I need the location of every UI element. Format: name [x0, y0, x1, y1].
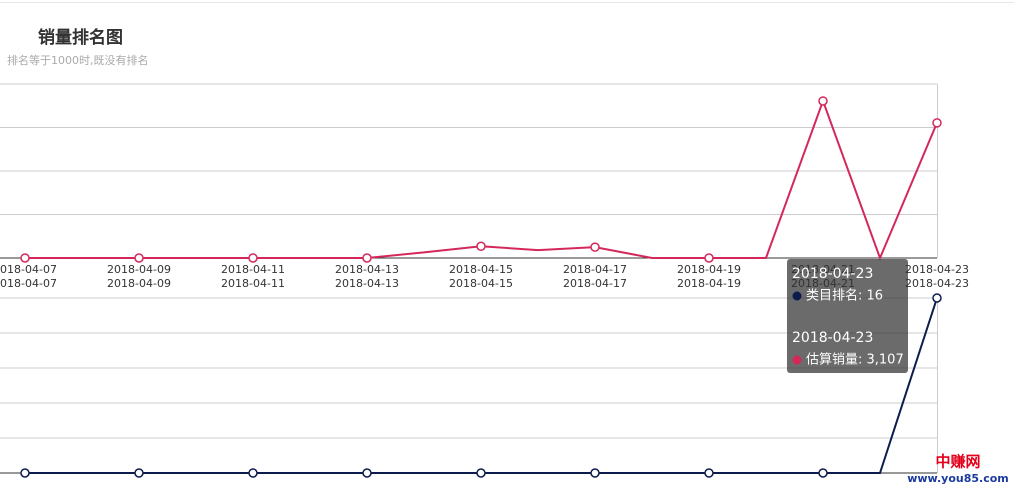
tooltip-label: 类目排名: 16 — [806, 288, 883, 304]
x-tick-label: 2018-04-07 — [0, 277, 57, 290]
point — [248, 253, 258, 263]
x-tick-label: 2018-04-13 — [335, 263, 399, 276]
x-tick-label: 2018-04-09 — [107, 263, 171, 276]
point — [704, 468, 714, 478]
x-tick-label: 2018-04-11 — [221, 263, 285, 276]
x-tick-label: 2018-04-13 — [335, 277, 399, 290]
point — [590, 242, 600, 252]
tooltip-title: 2018-04-23 — [792, 330, 873, 346]
tooltip: 2018-04-23 类目排名: 16 2018-04-23 估算销量: 3,107 — [787, 259, 908, 373]
x-tick-label: 2018-04-19 — [677, 277, 741, 290]
point — [362, 468, 372, 478]
point — [248, 468, 258, 478]
point — [932, 293, 942, 303]
x-tick-label: 2018-04-23 — [905, 263, 969, 276]
point — [476, 468, 486, 478]
x-tick-label: 2018-04-07 — [0, 263, 57, 276]
chart-subtitle: 排名等于1000时,既没有排名 — [7, 53, 149, 67]
x-tick-label: 2018-04-11 — [221, 277, 285, 290]
x-tick-label: 2018-04-23 — [905, 277, 969, 290]
x-tick-label: 2018-04-17 — [563, 263, 627, 276]
point — [818, 468, 828, 478]
point — [20, 253, 30, 263]
x-tick-label: 2018-04-17 — [563, 277, 627, 290]
x-tick-label: 2018-04-15 — [449, 277, 513, 290]
x-tick-label: 2018-04-15 — [449, 263, 513, 276]
watermark-name: 中赚网 — [935, 453, 980, 471]
x-tick-label: 2018-04-09 — [107, 277, 171, 290]
point — [134, 253, 144, 263]
x-tick-label: 2018-04-19 — [677, 263, 741, 276]
point — [704, 253, 714, 263]
chart-title: 销量排名图 — [38, 27, 123, 48]
tooltip-label: 估算销量: 3,107 — [806, 353, 904, 368]
point — [134, 468, 144, 478]
tooltip-box — [787, 259, 908, 373]
tooltip-dot — [792, 291, 802, 301]
tooltip-title: 2018-04-23 — [792, 266, 873, 282]
point — [932, 118, 942, 128]
point — [20, 468, 30, 478]
tooltip-dot — [792, 355, 802, 365]
series-line — [25, 98, 938, 261]
point — [590, 468, 600, 478]
watermark-url: www.you85.com — [907, 472, 1009, 485]
point — [362, 253, 372, 263]
point — [476, 241, 486, 252]
point — [818, 96, 828, 106]
